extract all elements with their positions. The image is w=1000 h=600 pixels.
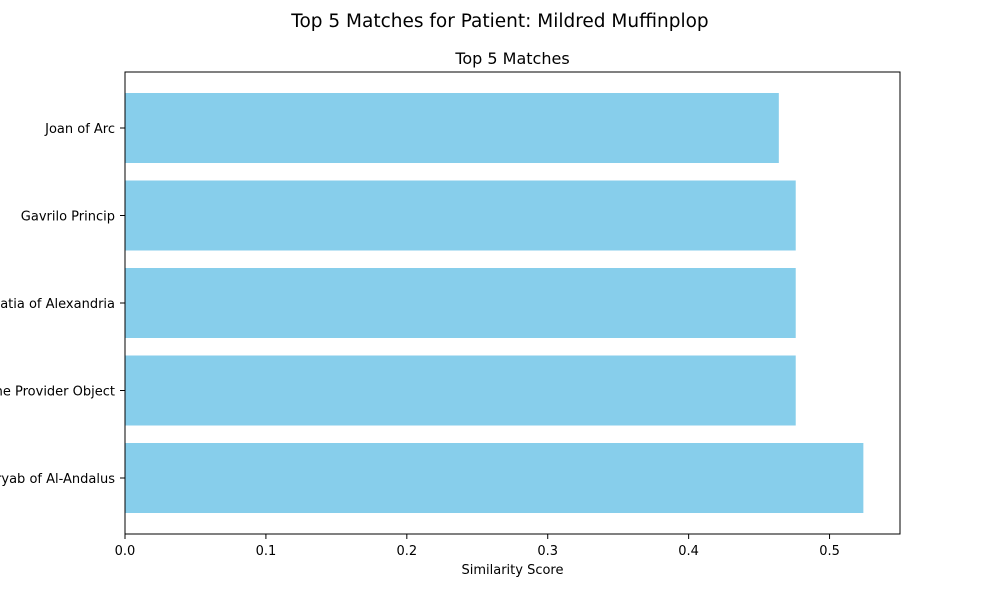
x-tick-label-2: 0.2	[396, 544, 417, 559]
x-axis-ticks: 0.0 0.1 0.2 0.3 0.4 0.5	[115, 534, 840, 559]
y-tick-label-0: Joan of Arc	[44, 122, 115, 137]
x-tick-label-1: 0.1	[256, 544, 277, 559]
bar-0	[125, 93, 779, 163]
y-tick-label-2: Hypatia of Alexandria	[0, 297, 115, 312]
x-axis-label: Similarity Score	[461, 563, 563, 578]
x-tick-label-0: 0.0	[115, 544, 136, 559]
bar-2	[125, 268, 796, 338]
y-tick-label-1: Gavrilo Princip	[21, 210, 115, 225]
y-axis-ticks: Joan of Arc Gavrilo Princip Hypatia of Ale…	[0, 122, 125, 487]
x-tick-label-4: 0.4	[678, 544, 699, 559]
bar-1	[125, 180, 796, 251]
figure-title: Top 5 Matches for Patient: Mildred Muffi…	[290, 11, 708, 32]
x-tick-label-3: 0.3	[537, 544, 558, 559]
bar-3	[125, 355, 796, 426]
bars	[125, 93, 864, 513]
x-tick-label-5: 0.5	[819, 544, 840, 559]
bar-4	[125, 443, 864, 513]
y-tick-label-4: Ziryab of Al-Andalus	[0, 472, 115, 487]
y-tick-label-3: The Provider Object	[0, 385, 115, 400]
chart-title: Top 5 Matches	[454, 49, 569, 68]
